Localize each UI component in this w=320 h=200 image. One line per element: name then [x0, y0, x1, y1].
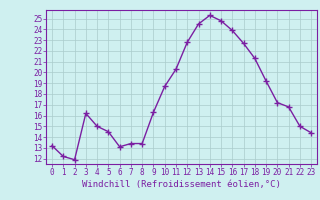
X-axis label: Windchill (Refroidissement éolien,°C): Windchill (Refroidissement éolien,°C): [82, 180, 281, 189]
